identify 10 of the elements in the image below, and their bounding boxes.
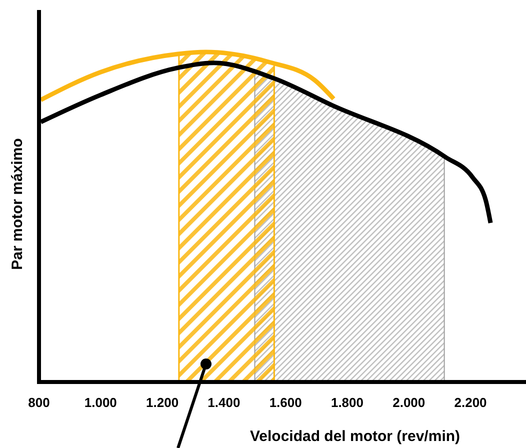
x-axis-title: Velocidad del motor (rev/min) <box>250 428 460 445</box>
x-tick-label: 1.200 <box>146 395 179 410</box>
x-tick-label: 1.600 <box>269 395 302 410</box>
x-tick-label: 1.400 <box>208 395 240 410</box>
x-tick-label: 1.000 <box>84 395 117 410</box>
x-tick-label: 1.800 <box>330 395 364 410</box>
x-tick-label: 2.200 <box>454 395 487 410</box>
x-tick-label: 2.000 <box>392 395 426 410</box>
y-axis-title: Par motor máximo <box>9 138 26 270</box>
x-tick-label: 800 <box>28 395 50 410</box>
